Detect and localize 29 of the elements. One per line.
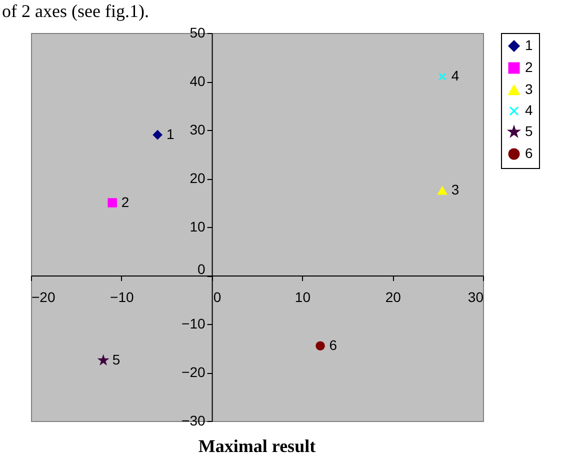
text: 2 [121, 194, 130, 210]
legend-label: 6 [525, 145, 533, 161]
y-tick-label: 0 [198, 261, 206, 277]
y-tick-label: −20 [182, 364, 206, 380]
y-tick-label: 50 [190, 24, 206, 40]
legend-label: 3 [525, 81, 533, 97]
legend-label: 4 [525, 102, 533, 118]
x-tick-label: 10 [294, 289, 311, 305]
legend-label: 1 [525, 37, 533, 53]
y-tick-label: 10 [190, 218, 206, 234]
y-tick-label: 30 [190, 122, 206, 138]
text: 5 [112, 351, 120, 368]
legend-label: 5 [525, 123, 533, 139]
y-tick-label: 40 [190, 73, 206, 89]
text: 6 [329, 336, 338, 353]
x-tick-label: 30 [468, 289, 484, 305]
x-tick-label: 0 [213, 289, 222, 305]
text: 4 [451, 68, 460, 84]
text: Maximal result [198, 436, 316, 456]
x-tick-label: 20 [385, 289, 402, 305]
text: of 2 axes (see fig.1). [2, 1, 149, 21]
y-tick-label: −10 [182, 316, 206, 332]
legend-label: 2 [525, 59, 533, 75]
x-tick-label: −20 [32, 289, 56, 305]
y-tick-label: 20 [190, 170, 206, 186]
x-tick-label: −10 [110, 289, 134, 305]
text: 1 [166, 126, 174, 142]
text: 3 [451, 182, 460, 198]
y-tick-label: −30 [182, 412, 206, 428]
